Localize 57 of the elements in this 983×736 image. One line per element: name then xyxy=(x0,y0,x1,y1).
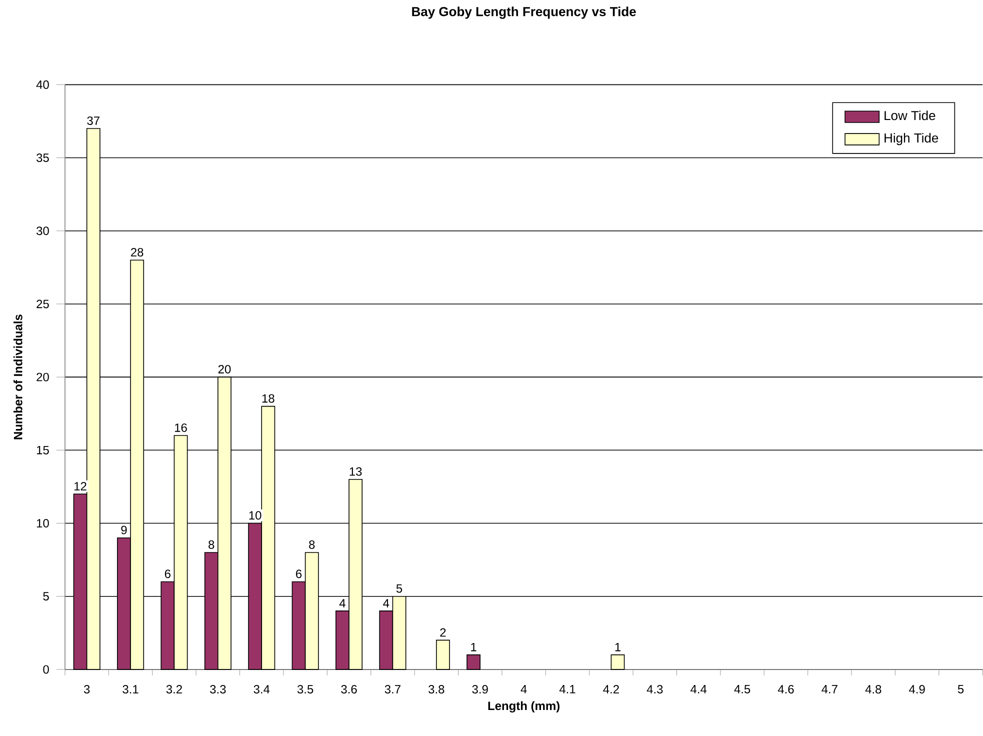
y-tick-label: 5 xyxy=(43,592,49,600)
x-tick-label: 3.4 xyxy=(254,684,270,694)
legend-label: High Tide xyxy=(884,132,938,145)
data-label: 28 xyxy=(131,248,144,256)
data-label: 9 xyxy=(121,526,127,534)
chart-title: Bay Goby Length Frequency vs Tide xyxy=(412,6,636,19)
x-tick-label: 4.2 xyxy=(603,684,619,694)
data-label: 5 xyxy=(396,584,402,593)
x-tick-label: 4.5 xyxy=(734,684,750,694)
data-label: 18 xyxy=(262,394,274,402)
data-label: 4 xyxy=(383,598,390,608)
x-tick-label: 4.8 xyxy=(865,684,882,694)
x-tick-label: 5 xyxy=(958,684,964,694)
data-label: 12 xyxy=(74,482,86,490)
bar xyxy=(466,654,480,670)
y-tick-label: 30 xyxy=(36,226,49,235)
x-tick-label: 3 xyxy=(84,684,90,694)
x-tick-label: 3.8 xyxy=(428,684,444,694)
data-label: 10 xyxy=(249,510,262,520)
y-tick-label: 10 xyxy=(36,518,49,528)
data-label: 20 xyxy=(218,364,231,374)
x-tick-label: 3.2 xyxy=(166,684,182,694)
y-tick-label: 0 xyxy=(43,664,49,674)
x-tick-label: 4.7 xyxy=(822,684,838,694)
data-label: 6 xyxy=(164,569,170,578)
data-label: 37 xyxy=(87,116,100,125)
y-tick-label: 20 xyxy=(36,372,49,382)
x-tick-label: 3.9 xyxy=(472,684,488,694)
x-tick-label: 4.9 xyxy=(909,684,925,694)
x-tick-label: 3.1 xyxy=(122,684,138,694)
y-tick-label: 25 xyxy=(36,300,49,308)
data-label: 8 xyxy=(309,540,315,549)
data-label: 1 xyxy=(615,642,620,652)
x-tick-label: 3.5 xyxy=(297,684,314,694)
x-tick-label: 4 xyxy=(520,684,527,694)
x-axis-title: Length (mm) xyxy=(488,701,560,712)
y-tick-label: 15 xyxy=(36,446,49,454)
bar xyxy=(610,654,625,670)
x-tick-label: 3.6 xyxy=(341,684,357,694)
x-tick-label: 4.1 xyxy=(559,684,576,694)
y-tick-label: 40 xyxy=(36,80,49,89)
data-label: 13 xyxy=(350,467,362,476)
data-label: 4 xyxy=(339,598,346,608)
x-tick-label: 4.3 xyxy=(646,684,663,694)
data-label: 16 xyxy=(175,423,187,432)
y-tick-label: 35 xyxy=(36,153,49,162)
data-label: 6 xyxy=(296,569,302,578)
x-tick-label: 4.4 xyxy=(690,684,707,694)
data-label: 1 xyxy=(471,642,476,652)
bar xyxy=(436,640,450,670)
y-axis-title: Number of Individuals xyxy=(13,314,22,440)
data-label: 8 xyxy=(208,540,214,549)
x-tick-label: 4.6 xyxy=(778,684,794,694)
x-tick-label: 3.7 xyxy=(384,684,400,694)
data-label: 2 xyxy=(440,628,446,636)
legend-label: Low Tide xyxy=(884,110,936,120)
x-tick-label: 3.3 xyxy=(210,684,226,694)
